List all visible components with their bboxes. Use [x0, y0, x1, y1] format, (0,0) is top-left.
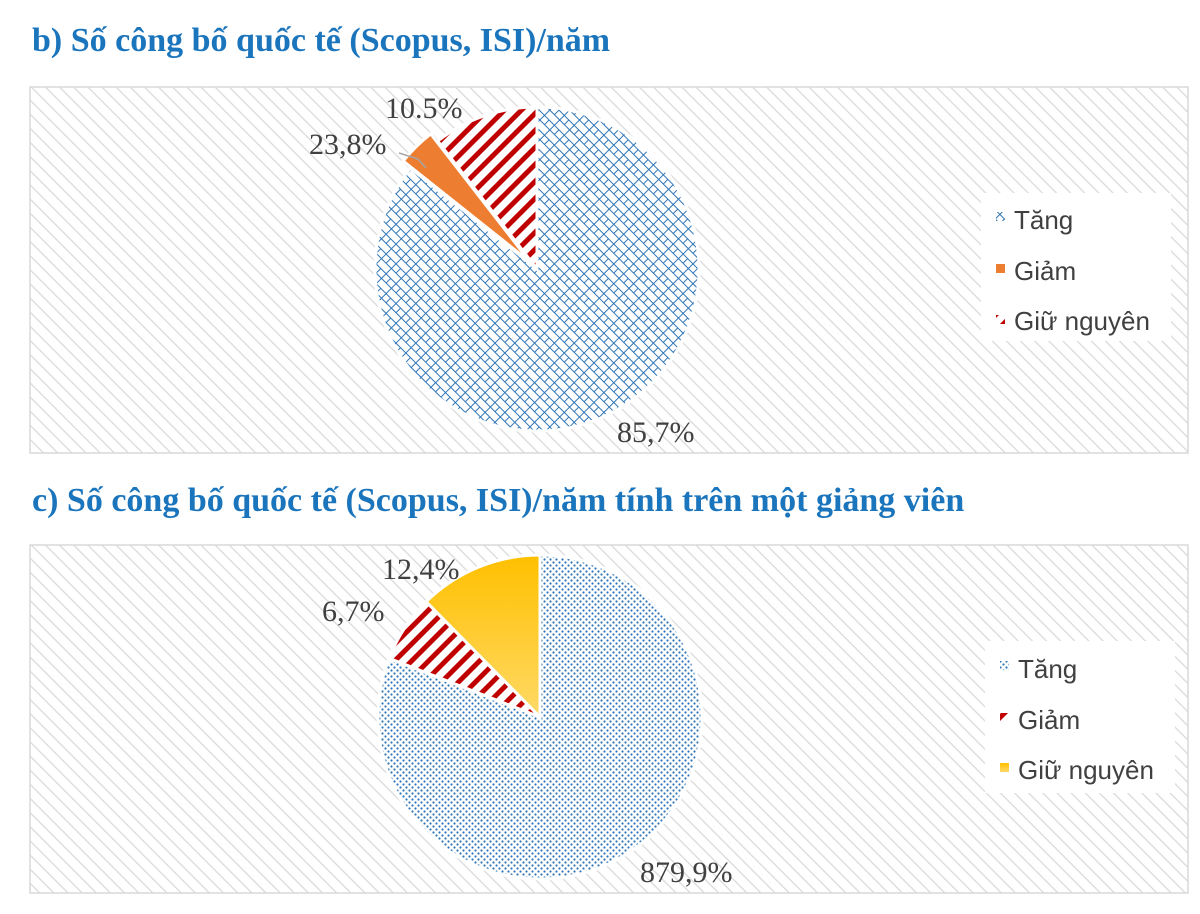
chart-b-legend-swatch-giu-nguyen — [996, 315, 1005, 324]
chart-b-legend-swatch-tang — [996, 212, 1005, 221]
chart-b-slice-giam — [401, 131, 532, 264]
chart-b: 85,7% 23,8% 10.5% Tăng Giảm Giữ nguyên — [29, 86, 1189, 454]
chart-c-legend-swatch-tang — [1000, 661, 1009, 670]
chart-b-legend-swatch-giam — [996, 264, 1005, 273]
chart-b-legend-label-giam: Giảm — [1014, 256, 1076, 286]
chart-b-label-giu-nguyen: 10.5% — [385, 92, 463, 125]
chart-b-slice-giu-nguyen — [435, 105, 539, 274]
chart-c-legend-swatch-giam — [1000, 713, 1009, 722]
chart-c-legend-swatch-giu-nguyen — [1000, 763, 1009, 772]
chart-c-title: c) Số công bố quốc tế (Scopus, ISI)/năm … — [32, 482, 965, 519]
chart-c-legend-label-tang: Tăng — [1018, 654, 1077, 684]
chart-c-slice-giu-nguyen — [424, 553, 542, 721]
chart-b-legend-label-giu-nguyen: Giữ nguyên — [1014, 306, 1150, 336]
chart-b-label-tang: 85,7% — [617, 416, 695, 449]
chart-c-label-tang: 879,9% — [640, 856, 733, 889]
chart-b-legend: Tăng Giảm Giữ nguyên — [981, 193, 1171, 341]
chart-c-legend-item-giu-nguyen: Giữ nguyên — [1000, 755, 1154, 785]
chart-c-legend-item-giam: Giảm — [1000, 705, 1080, 735]
chart-c-legend: Tăng Giảm Giữ nguyên — [985, 641, 1175, 793]
chart-c: 879,9% 6,7% 12,4% Tăng Giảm Giữ nguyên — [29, 544, 1189, 894]
chart-b-label-giam: 23,8% — [309, 128, 387, 161]
chart-c-label-giu-nguyen: 12,4% — [382, 553, 460, 586]
chart-c-label-giam: 6,7% — [322, 595, 385, 628]
chart-b-legend-label-tang: Tăng — [1014, 205, 1073, 235]
chart-c-legend-label-giam: Giảm — [1018, 705, 1080, 735]
chart-c-legend-item-tang: Tăng — [1000, 654, 1077, 684]
chart-b-leader-line — [398, 152, 427, 169]
chart-c-legend-label-giu-nguyen: Giữ nguyên — [1018, 755, 1154, 785]
chart-b-legend-item-giam: Giảm — [996, 256, 1076, 286]
chart-b-pie — [373, 105, 701, 433]
chart-c-pie — [376, 553, 704, 881]
chart-b-legend-item-giu-nguyen: Giữ nguyên — [996, 306, 1150, 336]
chart-b-title: b) Số công bố quốc tế (Scopus, ISI)/năm — [32, 22, 611, 59]
chart-b-legend-item-tang: Tăng — [996, 205, 1073, 235]
